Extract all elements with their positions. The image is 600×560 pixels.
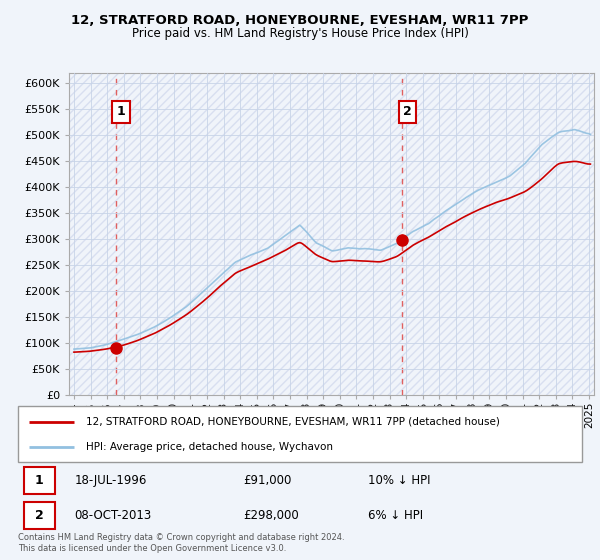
Text: 1: 1: [35, 474, 44, 487]
Text: 10% ↓ HPI: 10% ↓ HPI: [368, 474, 430, 487]
Text: Price paid vs. HM Land Registry's House Price Index (HPI): Price paid vs. HM Land Registry's House …: [131, 27, 469, 40]
FancyBboxPatch shape: [18, 406, 582, 462]
Text: 12, STRATFORD ROAD, HONEYBOURNE, EVESHAM, WR11 7PP: 12, STRATFORD ROAD, HONEYBOURNE, EVESHAM…: [71, 14, 529, 27]
Text: 08-OCT-2013: 08-OCT-2013: [74, 508, 152, 521]
Text: 18-JUL-1996: 18-JUL-1996: [74, 474, 147, 487]
Text: 12, STRATFORD ROAD, HONEYBOURNE, EVESHAM, WR11 7PP (detached house): 12, STRATFORD ROAD, HONEYBOURNE, EVESHAM…: [86, 417, 500, 427]
FancyBboxPatch shape: [23, 468, 55, 494]
Text: Contains HM Land Registry data © Crown copyright and database right 2024.
This d: Contains HM Land Registry data © Crown c…: [18, 533, 344, 553]
Text: 1: 1: [117, 105, 125, 118]
Text: 2: 2: [403, 105, 412, 118]
Text: 6% ↓ HPI: 6% ↓ HPI: [368, 508, 423, 521]
Text: 2: 2: [35, 508, 44, 521]
FancyBboxPatch shape: [23, 502, 55, 529]
Text: HPI: Average price, detached house, Wychavon: HPI: Average price, detached house, Wych…: [86, 442, 332, 452]
Text: £298,000: £298,000: [244, 508, 299, 521]
Text: £91,000: £91,000: [244, 474, 292, 487]
